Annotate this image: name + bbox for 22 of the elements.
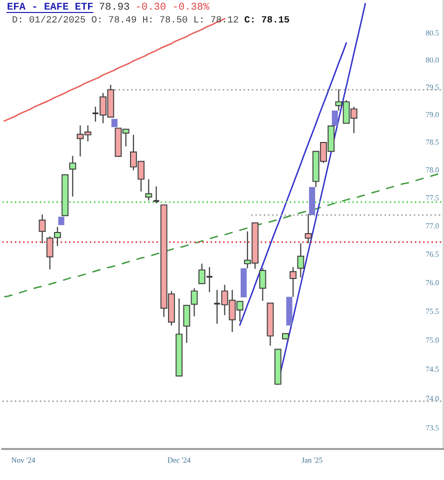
candlestick (190, 288, 198, 317)
candlestick (145, 178, 152, 201)
candlestick (297, 242, 304, 278)
annotation: 78.93 (100, 2, 130, 10)
annotation: -0.30 -0.38% (136, 2, 210, 10)
bar (309, 187, 316, 216)
candlestick (69, 155, 76, 198)
line-series (239, 42, 347, 326)
chart-title: EFA - EAFE ETF (8, 2, 93, 10)
candlestick (259, 268, 266, 302)
candlestick (183, 304, 190, 344)
bar (332, 110, 338, 126)
annotation: C: 78.15 (244, 16, 290, 23)
candlestick (198, 263, 206, 284)
bar (111, 118, 118, 128)
candlestick (38, 214, 46, 244)
candlestick (304, 213, 312, 244)
bar (240, 268, 247, 298)
candlestick (290, 266, 297, 298)
bar (58, 216, 64, 226)
bar (286, 296, 292, 326)
candlestick (152, 186, 160, 204)
